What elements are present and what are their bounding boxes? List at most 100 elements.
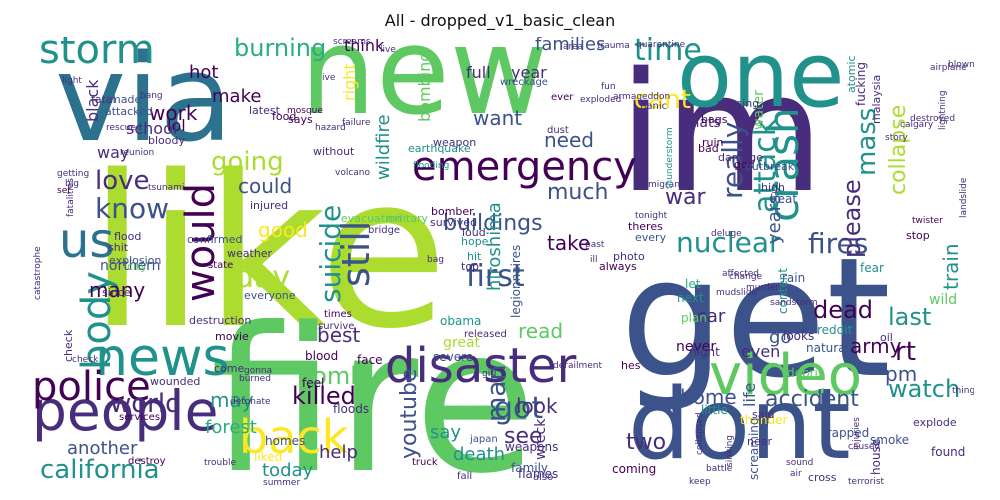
word-destruction: destruction <box>189 314 251 327</box>
word-photo: photo <box>613 250 645 263</box>
word-via: via <box>55 37 233 169</box>
word-severe: severe <box>433 350 473 364</box>
word-hope: hope <box>461 235 489 248</box>
word-nuclear: nuclear <box>676 226 781 259</box>
word-every: every <box>635 231 667 244</box>
word-next: next <box>677 291 704 305</box>
word-good: good <box>258 218 308 242</box>
word-times: times <box>324 309 352 320</box>
word-wildfire: wildfire <box>373 114 394 180</box>
word-movie: movie <box>215 330 249 343</box>
word-dead: dead <box>813 296 873 324</box>
word-set: set <box>57 186 71 196</box>
word-forest: forest <box>205 417 257 438</box>
word-stop: stop <box>906 229 930 242</box>
word-destroy: destroy <box>128 456 166 467</box>
chart-title: All - dropped_v1_basic_clean <box>384 11 616 30</box>
word-fear: fear <box>860 261 884 275</box>
word-news: news <box>95 328 230 388</box>
word-im: im <box>618 37 825 229</box>
word-malaysia: malaysia <box>870 75 883 124</box>
word-thunderstorm: thunderstorm <box>665 127 675 189</box>
word-smoke: smoke <box>870 433 909 447</box>
word-flooding: flooding <box>413 161 449 171</box>
word-released: released <box>464 329 507 340</box>
word-live: live <box>380 45 396 55</box>
word-screaming: screaming <box>747 417 761 480</box>
word-weapons: weapons <box>505 440 558 454</box>
word-oil: oil <box>880 331 893 344</box>
word-fires: fires <box>808 227 868 260</box>
word-burned: burned <box>239 374 271 384</box>
word-hit: hit <box>467 250 482 263</box>
word-killed: killed <box>292 382 356 410</box>
word-know: know <box>95 192 169 225</box>
word-thats: thats <box>685 115 721 131</box>
word-little: little <box>701 403 728 417</box>
word-fun: fun <box>601 82 616 92</box>
word-trauma: trauma <box>597 41 630 51</box>
word-train: train <box>939 243 963 290</box>
word-day: day <box>235 260 290 295</box>
word-bomb: bomb <box>297 362 366 390</box>
word-house: house <box>869 439 883 475</box>
word-great: great <box>443 335 481 351</box>
word-two: two <box>626 430 666 455</box>
word-high: high <box>761 181 785 194</box>
word-near: near <box>747 435 772 448</box>
word-injuries: injuries <box>852 417 862 450</box>
word-bombing: bombing <box>415 52 434 122</box>
word-hes: hes <box>621 359 641 372</box>
word-wreckage: wreckage <box>500 77 548 88</box>
word-caused: caused <box>848 442 880 452</box>
word-collapse: collapse <box>886 105 911 195</box>
word-lol: lol <box>167 116 186 135</box>
word-family: family <box>511 461 548 475</box>
word-debris: debris <box>787 366 824 380</box>
word-go: go <box>769 327 791 348</box>
word-come: come <box>214 362 244 375</box>
word-military: military <box>386 212 428 225</box>
word-evacuation: evacuation <box>341 212 402 225</box>
word-us: us <box>59 213 114 269</box>
word-fucking: fucking <box>854 62 868 106</box>
word-city: city <box>127 260 147 273</box>
word-heat: heat <box>770 192 797 206</box>
word-everyone: everyone <box>244 289 296 302</box>
word-mosque: mosque <box>287 106 323 116</box>
word-hot: hot <box>189 62 218 83</box>
word-see: see <box>504 424 543 449</box>
word-calgary: calgary <box>900 120 934 130</box>
word-weapon: weapon <box>433 136 476 149</box>
word-reunion: reunion <box>120 148 154 158</box>
word-flood: flood <box>114 230 141 243</box>
word-life: life <box>740 383 759 407</box>
word-gonna: gonna <box>244 366 272 376</box>
word-says: says <box>288 113 313 126</box>
word-check: check <box>72 355 99 365</box>
word-mudslide: mudslide <box>716 288 758 298</box>
word-trouble: trouble <box>204 458 236 468</box>
word-california: california <box>40 455 160 485</box>
word-check: check <box>62 329 75 362</box>
word-story: story <box>885 133 908 143</box>
word-survive: survive <box>318 321 354 332</box>
word-year: year <box>511 63 547 82</box>
word-pm: pm <box>885 362 917 386</box>
word-sandstorm: sandstorm <box>770 298 818 308</box>
word-read: read <box>518 319 563 343</box>
word-one: one <box>677 37 844 128</box>
word-rain: rain <box>782 271 805 285</box>
word-dust: dust <box>547 125 569 136</box>
word-got: got <box>494 391 543 426</box>
word-outbreak: outbreak <box>745 160 795 173</box>
word-right: right <box>340 63 359 101</box>
word-always: always <box>599 260 637 273</box>
word-without: without <box>313 145 355 158</box>
word-body: body <box>74 271 120 370</box>
word-battle: battle <box>706 464 733 474</box>
word-bad: bad <box>698 142 719 155</box>
word-night: night <box>689 345 720 359</box>
word-wreck: wreck <box>533 418 549 460</box>
